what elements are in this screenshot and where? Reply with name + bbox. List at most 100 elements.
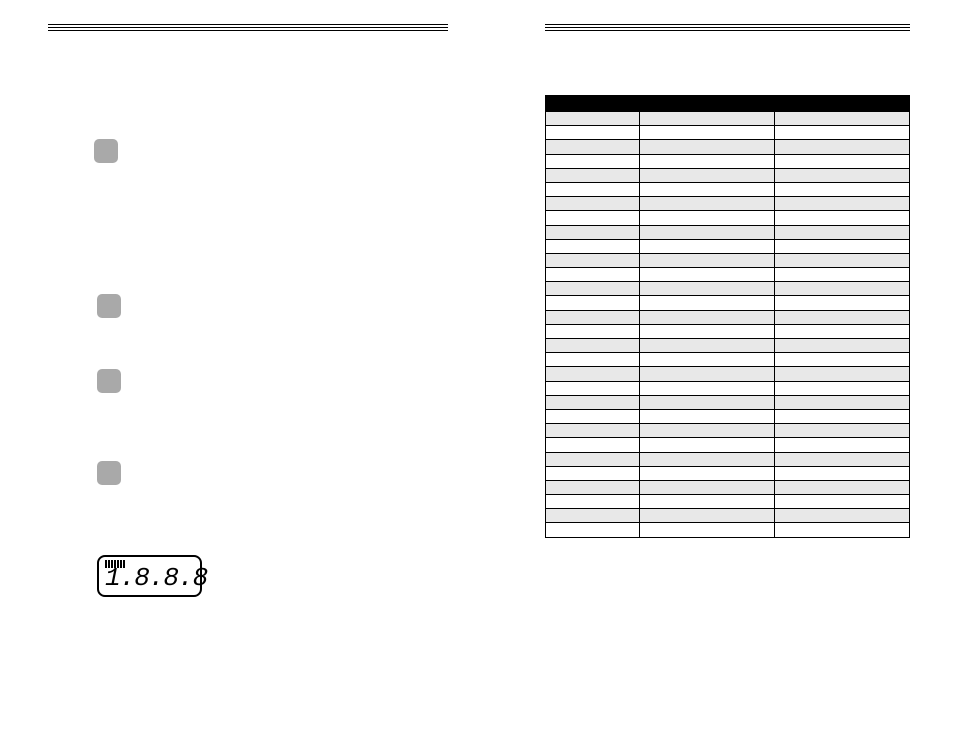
- table-row: [546, 126, 910, 140]
- data-table: [545, 95, 910, 538]
- table-cell: [775, 197, 910, 211]
- grey-button-1: [94, 139, 118, 163]
- table-cell: [546, 438, 640, 452]
- grey-button-2: [97, 294, 121, 318]
- table-row: [546, 466, 910, 480]
- table-row: [546, 154, 910, 168]
- table-cell: [546, 480, 640, 494]
- table-row: [546, 296, 910, 310]
- table-cell: [775, 126, 910, 140]
- table-cell: [546, 395, 640, 409]
- table-cell: [546, 225, 640, 239]
- table-cell: [639, 353, 775, 367]
- table-cell: [546, 282, 640, 296]
- table-cell: [775, 253, 910, 267]
- triple-rule-right: [545, 24, 910, 31]
- table-cell: [775, 239, 910, 253]
- table-cell: [639, 424, 775, 438]
- table-cell: [639, 154, 775, 168]
- table-cell: [639, 480, 775, 494]
- table-row: [546, 182, 910, 196]
- table-cell: [546, 197, 640, 211]
- table-cell: [639, 310, 775, 324]
- table-cell: [546, 154, 640, 168]
- table-row: [546, 395, 910, 409]
- table-cell: [775, 225, 910, 239]
- table-cell: [775, 353, 910, 367]
- table-header-1: [546, 96, 640, 112]
- table-cell: [639, 509, 775, 523]
- table-cell: [775, 409, 910, 423]
- table-cell: [546, 466, 640, 480]
- table-cell: [775, 452, 910, 466]
- table-cell: [546, 353, 640, 367]
- table-cell: [546, 523, 640, 537]
- table-cell: [639, 409, 775, 423]
- table-header-3: [775, 96, 910, 112]
- table-cell: [775, 268, 910, 282]
- table-cell: [639, 225, 775, 239]
- table-cell: [639, 126, 775, 140]
- table-cell: [639, 339, 775, 353]
- table-cell: [546, 182, 640, 196]
- grey-button-3: [97, 369, 121, 393]
- table-cell: [775, 495, 910, 509]
- table-cell: [639, 324, 775, 338]
- table-cell: [546, 424, 640, 438]
- table-cell: [775, 339, 910, 353]
- table-cell: [775, 523, 910, 537]
- table-cell: [775, 381, 910, 395]
- table-row: [546, 253, 910, 267]
- table-row: [546, 438, 910, 452]
- table-row: [546, 339, 910, 353]
- table-row: [546, 310, 910, 324]
- table-cell: [775, 424, 910, 438]
- table-cell: [546, 367, 640, 381]
- table-cell: [546, 324, 640, 338]
- table-cell: [639, 296, 775, 310]
- table-row: [546, 424, 910, 438]
- table-cell: [639, 253, 775, 267]
- table-row: [546, 324, 910, 338]
- table-cell: [546, 140, 640, 154]
- table-cell: [639, 523, 775, 537]
- table-cell: [639, 395, 775, 409]
- table-cell: [546, 168, 640, 182]
- table-row: [546, 197, 910, 211]
- table-cell: [639, 268, 775, 282]
- left-content: 1.8.8.8: [48, 41, 448, 681]
- triple-rule-left: [48, 24, 448, 31]
- table-cell: [639, 182, 775, 196]
- page-right: [545, 0, 910, 41]
- table-cell: [639, 197, 775, 211]
- table-cell: [639, 112, 775, 126]
- table-cell: [775, 211, 910, 225]
- table-header-row: [546, 96, 910, 112]
- table-cell: [546, 211, 640, 225]
- table-cell: [639, 239, 775, 253]
- table-row: [546, 523, 910, 537]
- table-cell: [546, 509, 640, 523]
- table-row: [546, 225, 910, 239]
- table-cell: [775, 296, 910, 310]
- table-row: [546, 409, 910, 423]
- table-cell: [775, 367, 910, 381]
- table-row: [546, 268, 910, 282]
- table-row: [546, 112, 910, 126]
- table-cell: [775, 466, 910, 480]
- table-header-2: [639, 96, 775, 112]
- table-row: [546, 452, 910, 466]
- table-cell: [546, 253, 640, 267]
- table-cell: [775, 438, 910, 452]
- table-cell: [546, 409, 640, 423]
- table-cell: [546, 339, 640, 353]
- table-cell: [775, 480, 910, 494]
- table-cell: [546, 381, 640, 395]
- table-cell: [775, 395, 910, 409]
- table-row: [546, 480, 910, 494]
- table-row: [546, 381, 910, 395]
- table-cell: [775, 168, 910, 182]
- table-cell: [639, 211, 775, 225]
- table-cell: [546, 296, 640, 310]
- table-cell: [546, 239, 640, 253]
